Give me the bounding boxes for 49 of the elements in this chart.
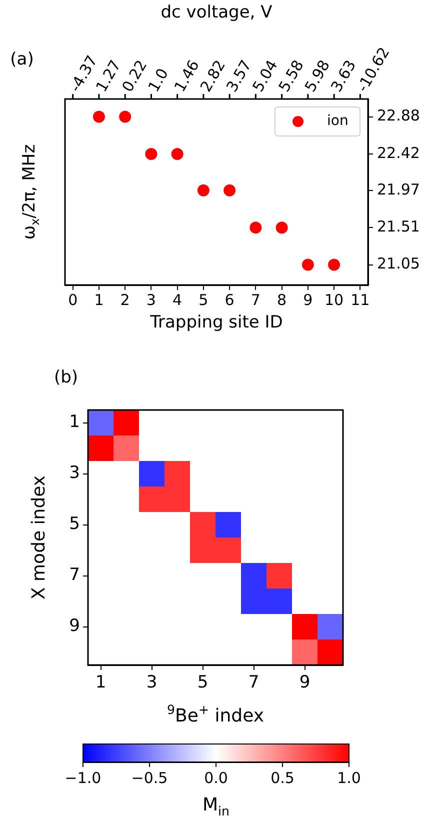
- color-bar-label: 1.0: [337, 768, 361, 787]
- point: [171, 148, 184, 160]
- x-tick-label: 10: [324, 290, 344, 309]
- x-tick-label: 2: [120, 290, 130, 309]
- x-tick-label: 0: [68, 290, 78, 309]
- x-tick-label: 7: [248, 672, 260, 693]
- point: [224, 184, 236, 196]
- x-tick-label: 3: [146, 290, 156, 309]
- text: (a): [10, 49, 34, 70]
- y-tick-label: 21.05: [377, 254, 420, 273]
- point: [328, 258, 340, 271]
- y-tick-label: 3: [69, 463, 80, 484]
- x-tick-label: 8: [277, 290, 287, 309]
- x2-axis-title: dc voltage, V: [160, 2, 273, 22]
- x-tick-label: 3: [146, 672, 158, 693]
- point: [197, 184, 210, 196]
- y-tick-label: 1: [69, 412, 80, 432]
- x-tick-label: 1: [94, 290, 104, 309]
- x-tick-label: 9: [303, 290, 313, 309]
- y-tick-label: 5: [69, 514, 80, 534]
- x-tick-label: 6: [224, 290, 234, 309]
- x-tick-label: 1: [95, 672, 106, 693]
- x-axis-title: Trapping site ID: [149, 312, 283, 332]
- y-tick-label: 22.42: [377, 144, 420, 162]
- color-bar-label: 0.0: [204, 768, 228, 787]
- y-tick-label: 21.97: [377, 180, 420, 198]
- point: [250, 222, 262, 234]
- point: [276, 222, 288, 234]
- y-tick-label: 9: [69, 616, 80, 636]
- x-tick-label: 7: [250, 290, 260, 309]
- x-tick-label: 5: [197, 672, 208, 693]
- point: [92, 110, 105, 123]
- x-tick-label: 4: [172, 290, 182, 309]
- color-bar-label: −0.5: [131, 768, 168, 787]
- y-axis-title: ωx/2π, MHz: [19, 144, 42, 240]
- y-tick-label: 7: [69, 565, 80, 586]
- y-tick-label: 22.88: [377, 106, 420, 125]
- color-bar-label: −1.0: [64, 768, 102, 787]
- x-tick-label: 9: [299, 672, 310, 693]
- text: (b): [54, 367, 78, 388]
- y-axis-title: X mode index: [28, 475, 50, 600]
- y-tick-label: 21.51: [377, 217, 420, 236]
- point: [119, 110, 132, 123]
- x-tick-label: 11: [350, 290, 370, 309]
- x-tick-label: 5: [198, 290, 208, 309]
- point: [145, 148, 158, 160]
- color-bar-label: 0.5: [270, 768, 294, 787]
- point: [302, 258, 314, 271]
- legend-label: ion: [327, 113, 348, 130]
